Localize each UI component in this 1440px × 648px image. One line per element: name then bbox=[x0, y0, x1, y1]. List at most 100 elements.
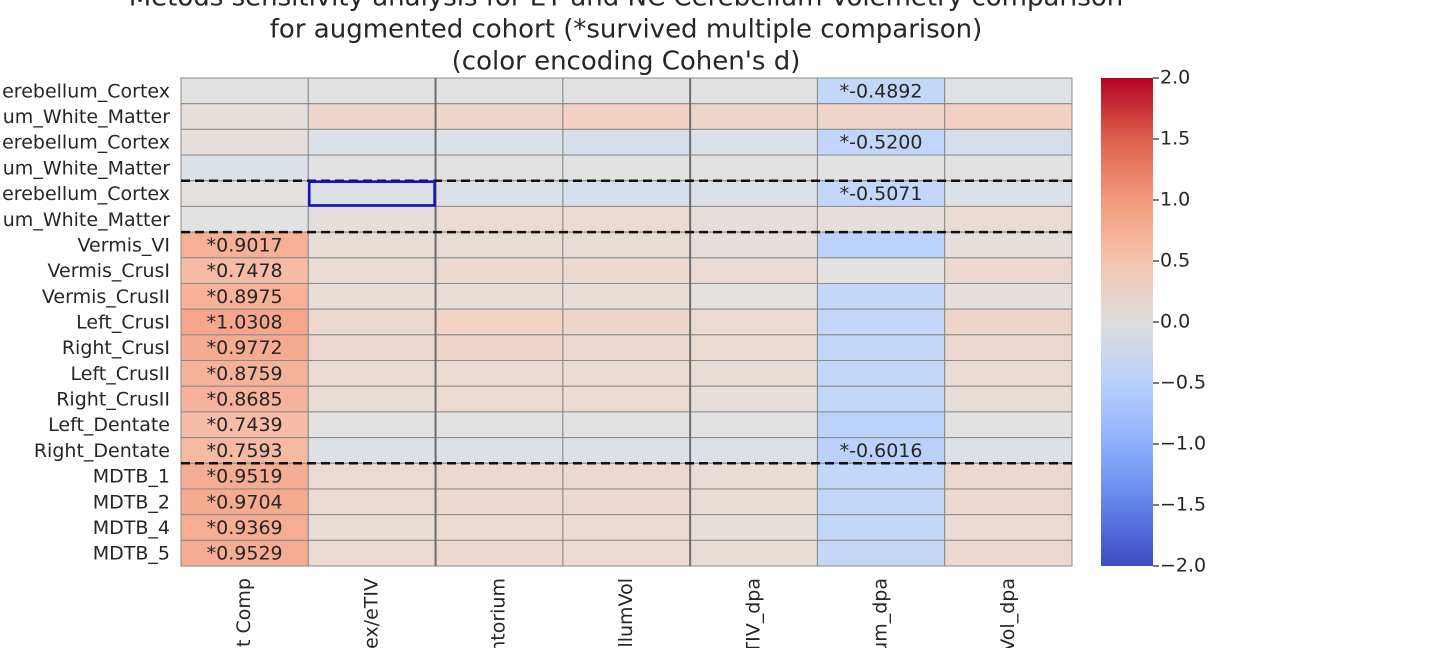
heatmap-cell bbox=[562, 128, 691, 156]
cell-label: *-0.4892 bbox=[840, 80, 923, 102]
cell-label: *0.9369 bbox=[207, 517, 283, 539]
heatmap-cell bbox=[689, 205, 818, 233]
row-label: MDTB_2 bbox=[93, 491, 170, 513]
heatmap-cell bbox=[435, 360, 564, 387]
row-label: um_White_Matter bbox=[3, 157, 170, 179]
heatmap-cell bbox=[944, 308, 1073, 336]
row-label: erebellum_Cortex bbox=[2, 80, 170, 102]
heatmap-cell bbox=[435, 282, 564, 310]
heatmap-cell bbox=[562, 360, 691, 387]
cell-label: *0.7478 bbox=[207, 260, 283, 282]
row-label: Vermis_CrusI bbox=[48, 260, 171, 282]
heatmap-cell bbox=[180, 77, 309, 105]
heatmap-cell bbox=[816, 539, 946, 567]
heatmap-cell bbox=[944, 231, 1073, 259]
row-label: Right_Dentate bbox=[34, 440, 170, 462]
heatmap-cell bbox=[435, 257, 564, 284]
heatmap-cell bbox=[944, 437, 1073, 464]
cell-label: *0.7593 bbox=[207, 440, 283, 462]
heatmap-cell bbox=[816, 128, 946, 156]
heatmap-cell bbox=[944, 514, 1073, 541]
heatmap-cell bbox=[944, 282, 1073, 310]
heatmap-cell bbox=[944, 180, 1073, 207]
colorbar-tick-label: 1.5 bbox=[1160, 128, 1190, 150]
heatmap-cell bbox=[944, 154, 1073, 182]
cell-label: *-0.6016 bbox=[840, 440, 923, 462]
row-label: MDTB_1 bbox=[93, 466, 170, 488]
heatmap-cell bbox=[689, 77, 818, 105]
heatmap-cell bbox=[435, 385, 564, 413]
highlight-box bbox=[308, 180, 436, 207]
heatmap-cell bbox=[307, 514, 437, 541]
heatmap-cell bbox=[689, 231, 818, 259]
heatmap-cell bbox=[180, 282, 309, 310]
heatmap-cell bbox=[435, 128, 564, 156]
heatmap-cell bbox=[562, 462, 691, 490]
heatmap-cell bbox=[307, 231, 437, 259]
heatmap-cell bbox=[307, 180, 437, 207]
heatmap-cell bbox=[689, 128, 818, 156]
heatmap-cell bbox=[180, 437, 309, 464]
heatmap-cell bbox=[435, 411, 564, 439]
cell-label: *0.9772 bbox=[207, 337, 283, 359]
heatmap-cell bbox=[435, 205, 564, 233]
heatmap-cell bbox=[562, 308, 691, 336]
heatmap-cell bbox=[562, 385, 691, 413]
chart-title: (color encoding Cohen's d) bbox=[452, 47, 801, 77]
heatmap-cell bbox=[816, 257, 946, 284]
heatmap-cell bbox=[689, 180, 818, 207]
heatmap-cell bbox=[562, 334, 691, 362]
heatmap-cell bbox=[816, 360, 946, 387]
heatmap-cell bbox=[435, 334, 564, 362]
heatmap-cell bbox=[180, 180, 309, 207]
heatmap-cell bbox=[307, 411, 437, 439]
heatmap-cell bbox=[307, 257, 437, 284]
heatmap-cell bbox=[307, 77, 437, 105]
heatmap-cell bbox=[435, 180, 564, 207]
cell-label: *0.9017 bbox=[207, 234, 283, 256]
row-label: Vermis_CrusII bbox=[42, 286, 170, 308]
heatmap-cell bbox=[435, 308, 564, 336]
cell-label: *0.8759 bbox=[207, 363, 283, 385]
colorbar bbox=[1101, 78, 1153, 566]
row-label: erebellum_Cortex bbox=[2, 183, 170, 205]
heatmap-cell bbox=[562, 180, 691, 207]
heatmap-cell bbox=[180, 334, 309, 362]
heatmap-cell bbox=[307, 205, 437, 233]
heatmap-cell bbox=[816, 411, 946, 439]
heatmap-cell bbox=[435, 488, 564, 516]
heatmap-cell bbox=[435, 462, 564, 490]
heatmap-cell bbox=[562, 282, 691, 310]
heatmap-cell bbox=[180, 205, 309, 233]
heatmap-cell bbox=[944, 205, 1073, 233]
row-label: Left_CrusI bbox=[76, 312, 170, 334]
heatmap-cell bbox=[435, 514, 564, 541]
row-label: Right_CrusI bbox=[62, 337, 170, 359]
row-label: Vermis_VI bbox=[78, 234, 170, 256]
row-label: MDTB_5 bbox=[93, 543, 170, 565]
heatmap-cell bbox=[562, 488, 691, 516]
heatmap-cell bbox=[944, 360, 1073, 387]
heatmap-cell bbox=[307, 488, 437, 516]
column-label: ex/eTIV bbox=[360, 578, 382, 648]
colorbar-tick-label: −0.5 bbox=[1160, 372, 1206, 394]
column-label: um_dpa bbox=[870, 578, 892, 648]
heatmap-cell bbox=[689, 282, 818, 310]
heatmap-cell bbox=[562, 539, 691, 567]
heatmap-cell bbox=[689, 360, 818, 387]
heatmap-cell bbox=[816, 462, 946, 490]
heatmap-cell bbox=[944, 488, 1073, 516]
heatmap-cell bbox=[816, 103, 946, 130]
heatmap-cell bbox=[435, 231, 564, 259]
heatmap-cell bbox=[689, 103, 818, 130]
heatmap-cell bbox=[180, 385, 309, 413]
heatmap-cell bbox=[816, 488, 946, 516]
row-label: Left_CrusII bbox=[71, 363, 170, 385]
heatmap-cell bbox=[944, 77, 1073, 105]
chart-title: Metods sensitivity analysis for ET and N… bbox=[129, 0, 1124, 13]
heatmap-cell bbox=[435, 154, 564, 182]
row-label: MDTB_4 bbox=[93, 517, 170, 539]
heatmap-cell bbox=[689, 385, 818, 413]
cell-label: *1.0308 bbox=[207, 312, 283, 334]
